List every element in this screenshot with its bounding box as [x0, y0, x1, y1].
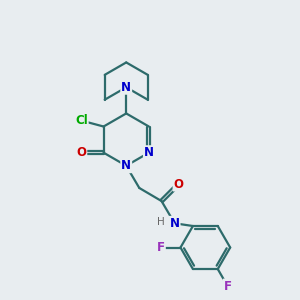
Text: N: N [121, 81, 131, 94]
Text: F: F [224, 280, 232, 292]
Text: F: F [157, 241, 165, 254]
Text: O: O [76, 146, 86, 159]
Text: N: N [121, 159, 131, 172]
Text: Cl: Cl [75, 114, 88, 127]
Text: O: O [173, 178, 184, 190]
Text: H: H [158, 217, 165, 227]
Text: N: N [144, 146, 154, 159]
Text: N: N [169, 217, 180, 230]
